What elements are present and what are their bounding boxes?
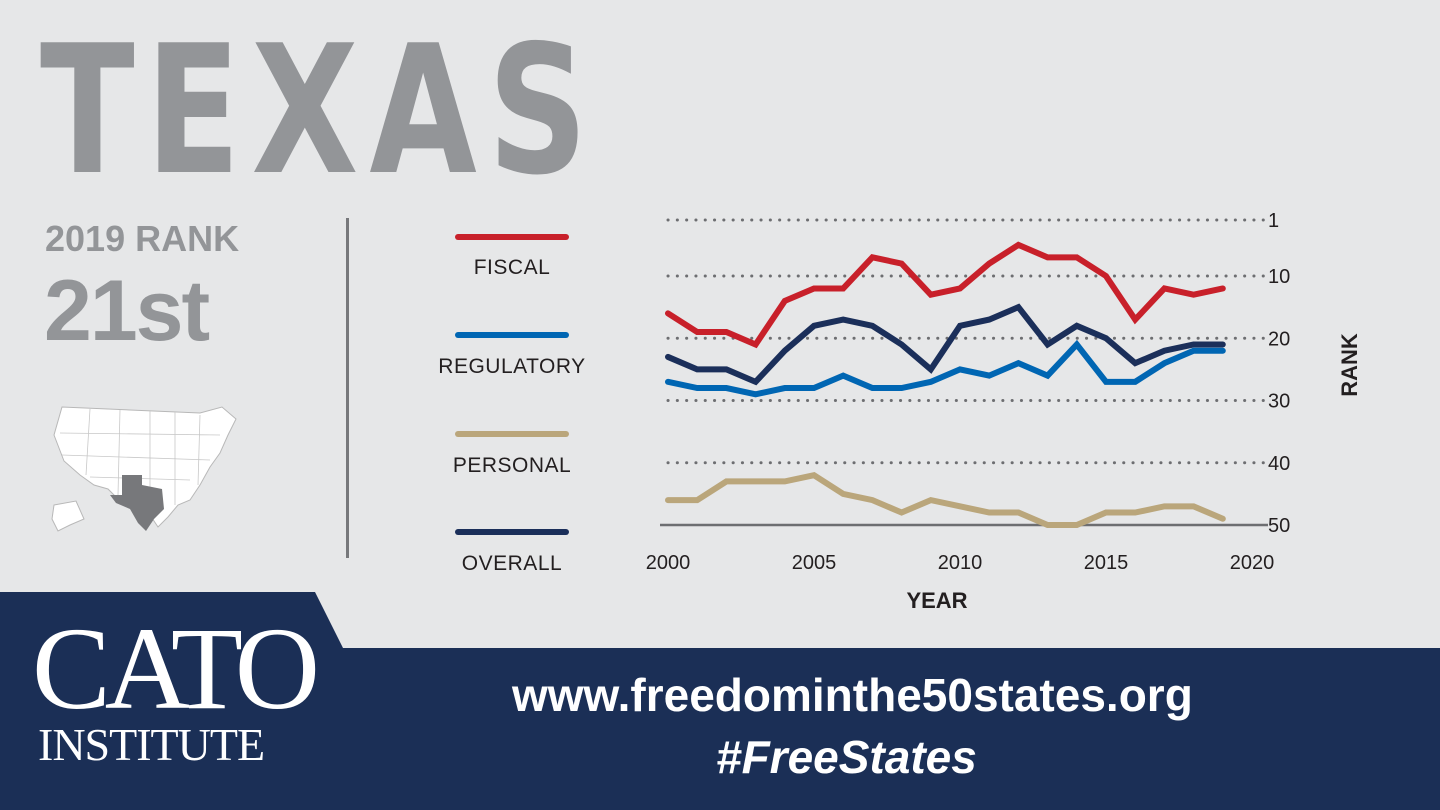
- y-tick-label: 20: [1268, 328, 1290, 350]
- series-line-regulatory: [665, 339, 1226, 398]
- legend-label-overall: OVERALL: [461, 552, 563, 575]
- website-link[interactable]: www.freedominthe50states.org: [512, 669, 1193, 721]
- alaska-shape: [51, 500, 85, 532]
- x-tick-label: 2020: [1230, 552, 1275, 574]
- legend-label-fiscal: FISCAL: [473, 256, 551, 279]
- legend-swatch-fiscal: [455, 234, 569, 240]
- state-title: TEXAS: [40, 7, 599, 214]
- legend-label-regulatory: REGULATORY: [438, 355, 586, 378]
- y-tick-label: 30: [1268, 391, 1290, 413]
- banner-tab: [0, 592, 345, 652]
- y-tick-label: 10: [1268, 266, 1290, 288]
- hashtag: #FreeStates: [716, 731, 977, 783]
- y-axis-title: RANK: [1337, 333, 1362, 397]
- cato-logo: CATO: [32, 603, 320, 734]
- legend-label-personal: PERSONAL: [452, 454, 572, 477]
- x-tick-label: 2010: [938, 552, 983, 574]
- legend-swatch-personal: [455, 431, 569, 437]
- x-tick-label: 2015: [1084, 552, 1129, 574]
- cato-logo-subtitle: INSTITUTE: [38, 719, 265, 770]
- y-tick-label: 1: [1268, 210, 1279, 232]
- x-axis-title: YEAR: [906, 588, 967, 613]
- series-line-personal: [665, 472, 1226, 528]
- divider: [346, 218, 349, 558]
- series-line-overall: [665, 303, 1226, 386]
- legend-swatch-regulatory: [455, 332, 569, 338]
- texas-shape: [110, 475, 164, 531]
- us-map-icon: [51, 406, 237, 532]
- legend-swatch-overall: [455, 529, 569, 535]
- footer-banner: [0, 648, 1440, 810]
- rank-chart: 1 10 20 30 40 50 2000 2005 2010 2015 2020 YEAR RAN…: [646, 210, 1362, 613]
- rank-value: 21st: [44, 263, 210, 359]
- x-tick-label: 2005: [792, 552, 837, 574]
- rank-label: 2019 RANK: [45, 218, 240, 259]
- y-tick-label: 50: [1268, 515, 1290, 537]
- y-tick-label: 40: [1268, 453, 1290, 475]
- x-tick-label: 2000: [646, 552, 691, 574]
- series-line-fiscal: [665, 241, 1226, 349]
